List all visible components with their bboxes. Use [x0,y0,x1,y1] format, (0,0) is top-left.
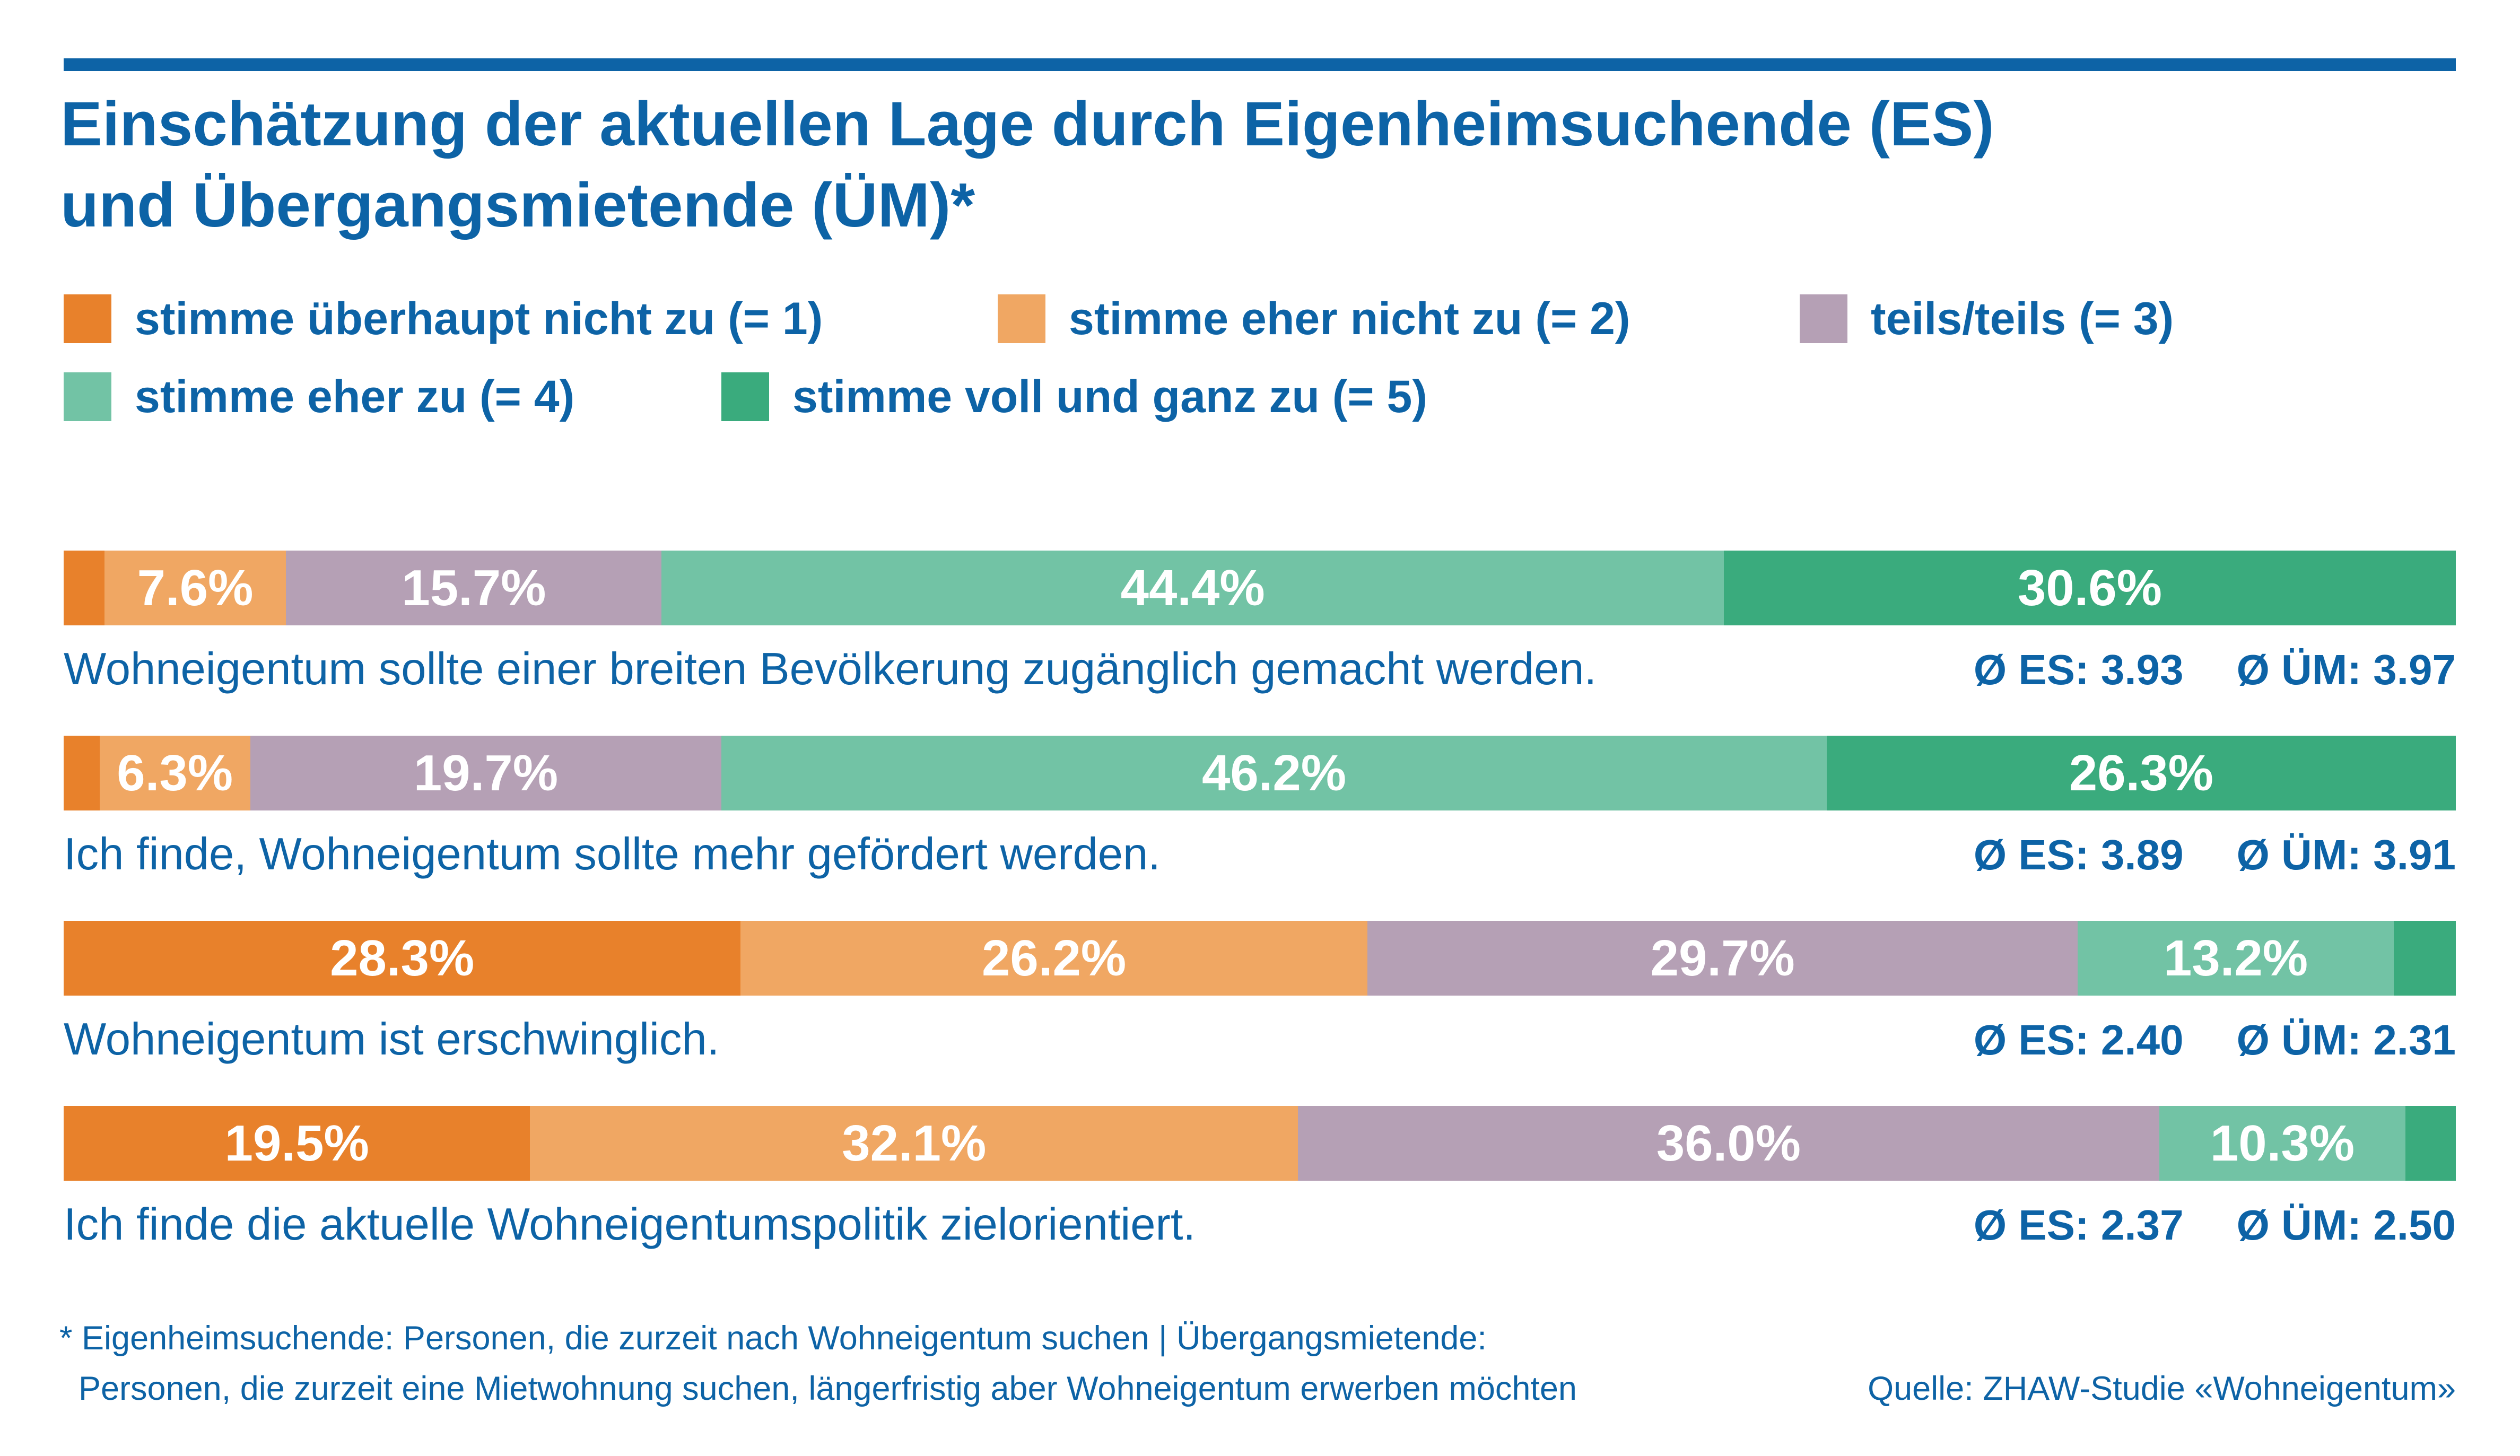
bar-segment-label: 6.3% [117,744,233,801]
statement-label: Ich finde die aktuelle Wohneigentumspoli… [64,1199,1196,1250]
bar-segment-label: 13.2% [2163,929,2308,987]
bar-segment-3: 29.7% [1367,921,2078,996]
bar-segment-4: 10.3% [2159,1106,2406,1181]
page-title-line2: und Übergangsmietende (ÜM)* [60,170,975,241]
legend-swatch-light-orange [998,294,1045,343]
stacked-bar: 6.3% 19.7% 46.2% 26.3% [64,736,2456,810]
stacked-bar: 19.5% 32.1% 36.0% 10.3% [64,1106,2456,1181]
bar-segment-5: 26.3% [1826,736,2456,810]
page-title: Einschätzung der aktuellen Lage durch Ei… [60,84,1994,247]
legend-label: stimme eher nicht zu (= 2) [1069,293,1630,344]
bar-segment-label: 44.4% [1120,559,1265,616]
page-title-line1: Einschätzung der aktuellen Lage durch Ei… [60,89,1994,159]
legend-label: stimme eher zu (= 4) [135,371,575,422]
bar-segment-label: 10.3% [2210,1114,2355,1172]
legend-item: stimme eher nicht zu (= 2) [998,293,1630,344]
avg-um: Ø ÜM: 2.31 [2236,1016,2456,1063]
top-rule-divider [64,58,2456,71]
avg-es: Ø ES: 2.40 [1973,1016,2184,1063]
avg-es: Ø ES: 3.93 [1973,646,2184,693]
chart-row: 7.6% 15.7% 44.4% 30.6% Wohneigentum soll… [64,551,2456,695]
averages: Ø ES: 2.40 Ø ÜM: 2.31 [1974,1016,2456,1065]
bar-segment-2: 26.2% [740,921,1367,996]
bar-segment-label: 36.0% [1656,1114,1801,1172]
statement-label: Ich finde, Wohneigentum sollte mehr gefö… [64,829,1161,879]
legend-item: teils/teils (= 3) [1800,293,2174,344]
legend-swatch-orange [64,294,111,343]
stacked-bar: 28.3% 26.2% 29.7% 13.2% [64,921,2456,996]
footnote-line2: Personen, die zurzeit eine Mietwohnung s… [79,1370,1577,1407]
legend-label: stimme überhaupt nicht zu (= 1) [135,293,823,344]
legend-label: teils/teils (= 3) [1871,293,2174,344]
bar-segment-5: 30.6% [1723,551,2456,625]
legend-item: stimme überhaupt nicht zu (= 1) [64,293,823,344]
statement-label: Wohneigentum sollte einer breiten Bevölk… [64,644,1597,694]
bar-segment-4: 44.4% [661,551,1724,625]
bar-segment-label: 26.3% [2069,744,2213,801]
bar-segment-3: 19.7% [250,736,722,810]
bar-segment-label: 19.5% [224,1114,369,1172]
avg-es: Ø ES: 3.89 [1973,831,2184,878]
bar-segment-4: 46.2% [721,736,1827,810]
avg-um: Ø ÜM: 3.91 [2236,831,2456,878]
bar-segment-3: 36.0% [1298,1106,2159,1181]
statement-label: Wohneigentum ist erschwinglich. [64,1014,720,1065]
averages: Ø ES: 2.37 Ø ÜM: 2.50 [1974,1201,2456,1250]
bar-segment-5 [2405,1106,2456,1181]
avg-es: Ø ES: 2.37 [1973,1201,2184,1249]
averages: Ø ES: 3.89 Ø ÜM: 3.91 [1974,831,2456,879]
bar-segment-5 [2393,921,2456,996]
bar-segment-label: 32.1% [842,1114,987,1172]
bar-segment-2: 32.1% [530,1106,1298,1181]
bar-segment-3: 15.7% [286,551,662,625]
bar-segment-label: 28.3% [330,929,475,987]
bar-segment-label: 30.6% [2017,559,2163,616]
bar-segment-1 [64,736,100,810]
bar-segment-1: 28.3% [64,921,741,996]
bar-segment-label: 26.2% [982,929,1127,987]
bar-segment-label: 7.6% [137,559,254,616]
bar-segment-label: 29.7% [1650,929,1795,987]
bar-segment-label: 19.7% [413,744,559,801]
avg-um: Ø ÜM: 3.97 [2236,646,2456,693]
legend-label: stimme voll und ganz zu (= 5) [792,371,1427,422]
legend-swatch-light-green [64,372,111,421]
bar-segment-2: 7.6% [104,551,286,625]
bar-segment-label: 15.7% [402,559,546,616]
bar-segment-label: 46.2% [1201,744,1347,801]
avg-um: Ø ÜM: 2.50 [2236,1201,2456,1249]
bar-segment-1: 19.5% [64,1106,530,1181]
footnote-line1: * Eigenheimsuchende: Personen, die zurze… [59,1320,1487,1357]
stacked-bar: 7.6% 15.7% 44.4% 30.6% [64,551,2456,625]
chart-row: 28.3% 26.2% 29.7% 13.2% Wohneigentum ist… [64,921,2456,1066]
averages: Ø ES: 3.93 Ø ÜM: 3.97 [1974,646,2456,694]
legend-item: stimme eher zu (= 4) [64,371,574,422]
legend-swatch-green [721,372,769,421]
chart-row: 6.3% 19.7% 46.2% 26.3% Ich finde, Wohnei… [64,736,2456,880]
bar-segment-1 [64,551,104,625]
footnote: * Eigenheimsuchende: Personen, die zurze… [59,1322,2456,1406]
bar-segment-2: 6.3% [99,736,250,810]
legend-swatch-mauve [1800,294,1847,343]
source-label: Quelle: ZHAW-Studie «Wohneigentum» [1868,1370,2456,1407]
bar-segment-4: 13.2% [2078,921,2394,996]
legend-item: stimme voll und ganz zu (= 5) [721,371,1427,422]
chart-row: 19.5% 32.1% 36.0% 10.3% Ich finde die ak… [64,1106,2456,1251]
